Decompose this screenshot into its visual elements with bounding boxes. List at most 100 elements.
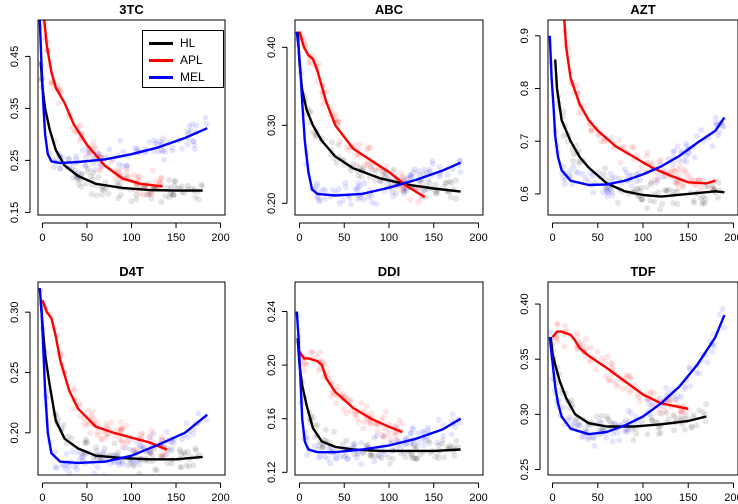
plot-frame	[37, 281, 226, 476]
scatter-point-mel	[698, 127, 705, 133]
scatter-point-mel	[415, 439, 422, 445]
scatter-point-apl	[554, 322, 561, 328]
scatter-point-apl	[340, 406, 347, 413]
scatter-point-mel	[352, 185, 359, 192]
scatter-point-mel	[426, 166, 433, 173]
scatter-point-mel	[312, 442, 318, 449]
scatter-point-hl	[639, 196, 645, 203]
scatter-point-apl	[322, 361, 329, 368]
scatter-point-mel	[436, 173, 443, 180]
scatter-point-mel	[342, 180, 349, 187]
scatter-point-mel	[656, 394, 663, 401]
scatter-point-hl	[192, 445, 199, 452]
scatter-point-mel	[115, 459, 122, 466]
scatter-point-apl	[114, 427, 121, 433]
scatter-point-hl	[168, 184, 175, 191]
scatter-point-hl	[420, 170, 427, 177]
scatter-point-hl	[421, 188, 428, 194]
scatter-point-hl	[314, 422, 321, 429]
scatter-point-mel	[189, 121, 196, 128]
scatter-point-hl	[339, 441, 346, 448]
scatter-point-apl	[94, 429, 101, 436]
scatter-point-mel	[107, 460, 114, 467]
scatter-point-mel	[137, 442, 143, 449]
scatter-point-apl	[629, 143, 636, 150]
scatter-point-apl	[679, 408, 686, 414]
scatter-point-hl	[604, 184, 611, 191]
scatter-point-apl	[619, 385, 626, 392]
scatter-point-apl	[380, 414, 387, 421]
scatter-point-mel	[429, 160, 436, 167]
scatter-point-hl	[102, 179, 109, 186]
scatter-point-apl	[347, 407, 354, 414]
scatter-point-mel	[681, 386, 688, 393]
series-line-mel	[295, 31, 462, 197]
scatter-point-hl	[651, 198, 658, 205]
scatter-point-apl	[124, 173, 131, 180]
scatter-point-apl	[69, 124, 75, 131]
scatter-point-mel	[670, 148, 677, 155]
scatter-point-mel	[354, 184, 361, 191]
scatter-point-hl	[170, 191, 177, 198]
scatter-point-hl	[350, 161, 357, 168]
scatter-point-apl	[55, 100, 62, 107]
scatter-point-apl	[124, 165, 130, 172]
scatter-point-mel	[721, 324, 728, 331]
scatter-point-apl	[636, 398, 643, 405]
scatter-point-mel	[82, 163, 89, 169]
scatter-point-hl	[393, 190, 400, 197]
scatter-point-hl	[570, 157, 577, 164]
scatter-point-apl	[115, 166, 122, 173]
scatter-point-apl	[95, 432, 101, 438]
y-tick-label: 0.25	[519, 459, 531, 480]
scatter-point-hl	[638, 184, 645, 191]
scatter-point-hl	[310, 414, 317, 421]
scatter-point-apl	[89, 413, 96, 420]
scatter-point-hl	[78, 170, 85, 177]
scatter-point-hl	[181, 449, 188, 456]
scatter-point-apl	[684, 171, 690, 178]
scatter-point-apl	[375, 422, 382, 429]
scatter-point-hl	[351, 440, 358, 447]
scatter-point-hl	[426, 440, 433, 446]
scatter-point-mel	[604, 193, 611, 200]
scatter-point-apl	[656, 158, 663, 165]
scatter-point-hl	[170, 191, 177, 198]
scatter-point-apl	[681, 168, 688, 175]
scatter-point-apl	[83, 422, 89, 429]
scatter-point-hl	[171, 183, 178, 190]
panel-title: TDF	[630, 264, 655, 279]
scatter-point-mel	[609, 192, 616, 199]
scatter-point-mel	[591, 442, 598, 449]
scatter-point-hl	[88, 191, 95, 198]
scatter-point-apl	[669, 165, 676, 172]
scatter-point-hl	[671, 427, 678, 434]
scatter-point-mel	[404, 175, 411, 182]
scatter-point-hl	[633, 430, 640, 437]
scatter-point-apl	[97, 151, 104, 158]
scatter-point-mel	[150, 430, 157, 437]
scatter-point-hl	[664, 187, 671, 194]
scatter-point-apl	[48, 80, 54, 87]
scatter-point-hl	[182, 451, 189, 458]
scatter-point-mel	[384, 181, 391, 188]
scatter-point-apl	[608, 134, 615, 141]
scatter-point-hl	[435, 450, 442, 457]
scatter-point-hl	[634, 185, 641, 192]
scatter-point-mel	[100, 449, 107, 456]
scatter-point-apl	[319, 101, 326, 108]
scatter-point-apl	[392, 431, 399, 438]
panel-azt: AZT 0 50 100 150 200 0.6 0.7 0.8 0.9	[519, 2, 738, 244]
scatter-point-mel	[106, 146, 113, 153]
scatter-point-hl	[199, 183, 206, 190]
scatter-point-mel	[373, 200, 380, 207]
scatter-point-mel	[354, 196, 361, 203]
scatter-point-hl	[148, 195, 155, 202]
legend-item-mel: MEL	[149, 69, 205, 85]
scatter-point-apl	[77, 122, 84, 129]
scatter-point-mel	[608, 175, 615, 182]
scatter-point-apl	[602, 373, 609, 380]
legend-label-mel: MEL	[180, 70, 205, 84]
scatter-point-mel	[52, 449, 59, 456]
scatter-point-apl	[583, 345, 589, 352]
